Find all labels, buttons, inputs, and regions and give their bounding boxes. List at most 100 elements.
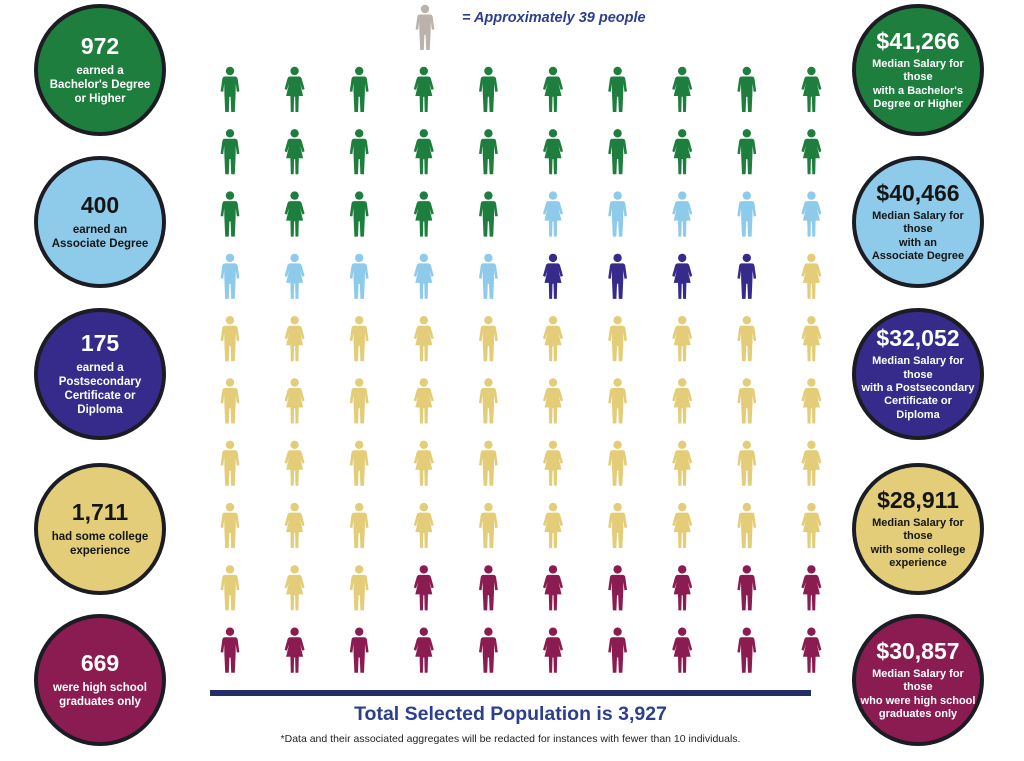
person-icon-high-school [543,565,563,611]
legend-text: = Approximately 39 people [462,10,646,26]
count-circle-bachelors: 972 earned a Bachelor's Degree or Higher [34,4,166,136]
person-icon-some-college [284,565,305,611]
salary-label: Median Salary for those with a Postsecon… [861,355,975,421]
person-icon-high-school [220,627,240,673]
person-icon-bachelors [413,129,434,175]
salary-circle-bachelors: $41,266 Median Salary for those with a B… [852,4,984,136]
person-icon-some-college [608,502,627,549]
person-icon-some-college [479,378,498,424]
person-icon-some-college [801,440,822,486]
count-circle-associate: 400 earned an Associate Degree [34,156,166,288]
person-icon-bachelors [413,66,434,112]
person-icon-bachelors [220,129,240,175]
person-icon-some-college [479,440,498,486]
person-icon-bachelors [543,66,563,112]
person-icon-postsecondary [608,253,627,299]
person-icon-bachelors [220,191,240,237]
person-icon-some-college [349,378,369,424]
person-icon-high-school [413,627,434,673]
person-icon-high-school [608,627,627,673]
person-icon-bachelors [672,66,693,112]
person-icon-associate [737,191,757,237]
count-label: earned a Bachelor's Degree or Higher [49,64,151,105]
person-icon-associate [801,191,822,237]
person-icon-high-school [737,565,757,611]
salary-label: Median Salary for those who were high sc… [860,667,976,721]
total-population: Total Selected Population is 3,927 [354,703,667,725]
person-icon-bachelors [801,66,822,112]
person-icon-some-college [220,378,240,424]
person-icon-some-college [220,440,240,486]
person-icon-associate [543,191,563,237]
legend-key [406,2,446,52]
person-icon-bachelors [220,66,240,112]
person-icon-some-college [220,565,240,611]
person-icon-associate [608,191,627,237]
person-icon-some-college [543,502,563,549]
person-icon-some-college [608,378,627,424]
person-icon-high-school [801,627,822,673]
person-icon-some-college [543,440,563,486]
salary-value: $32,052 [876,324,960,351]
person-icon-high-school [413,565,434,611]
person-icon-high-school [801,565,822,611]
person-icon-some-college [608,316,627,362]
person-icon-some-college [737,440,757,486]
count-circle-postsecondary: 175 earned a Postsecondary Certificate o… [34,308,166,440]
person-icon-bachelors [608,66,627,112]
person-icon-high-school [543,627,563,673]
person-icon-some-college [672,440,693,486]
person-icon-bachelors [608,129,627,175]
person-icon-some-college [801,502,822,549]
person-icon-some-college [413,316,434,362]
count-label: earned an Associate Degree [51,223,149,250]
person-icon-some-college [801,316,822,362]
person-icon-high-school [479,565,498,611]
person-icon-some-college [672,502,693,549]
person-icon-high-school [608,565,627,611]
salary-label: Median Salary for those with some colleg… [870,516,966,570]
person-icon-some-college [737,502,757,549]
person-icon-some-college [737,316,757,362]
person-icon-some-college [349,440,369,486]
person-icon-some-college [349,502,369,549]
person-icon-some-college [737,378,757,424]
salary-circle-some-college: $28,911 Median Salary for those with som… [852,463,984,595]
person-icon-some-college [672,378,693,424]
divider [210,690,811,696]
person-icon-some-college [220,316,240,362]
salary-value: $28,911 [877,486,959,513]
footnote: *Data and their associated aggregates wi… [280,733,741,745]
person-icon-some-college [413,440,434,486]
person-icon-bachelors [349,66,369,112]
salary-value: $30,857 [876,637,960,664]
person-icon-associate [284,253,305,299]
salary-circle-high-school: $30,857 Median Salary for those who were… [852,614,984,746]
person-icon-some-college [543,378,563,424]
person-icon-bachelors [284,191,305,237]
person-icon-some-college [284,316,305,362]
salary-value: $40,466 [876,179,960,206]
salary-label: Median Salary for those with an Associat… [871,209,965,263]
person-icon-bachelors [349,191,369,237]
person-icon-high-school [479,627,498,673]
count-label: were high school graduates only [53,681,147,708]
count-label: had some college experience [51,530,149,557]
person-icon-bachelors [543,129,563,175]
person-icon-high-school [284,627,305,673]
person-icon-bachelors [737,66,757,112]
count-value: 669 [80,650,120,677]
person-icon-bachelors [479,191,498,237]
person-icon-associate [220,253,240,299]
salary-circle-postsecondary: $32,052 Median Salary for those with a P… [852,308,984,440]
person-icon-bachelors [349,129,369,175]
legend-person-icon [415,4,435,50]
person-icon-some-college [413,378,434,424]
person-icon-some-college [220,502,240,549]
salary-circle-associate: $40,466 Median Salary for those with an … [852,156,984,288]
person-icon-some-college [413,502,434,549]
person-icon-some-college [608,440,627,486]
count-circle-some-college: 1,711 had some college experience [34,463,166,595]
